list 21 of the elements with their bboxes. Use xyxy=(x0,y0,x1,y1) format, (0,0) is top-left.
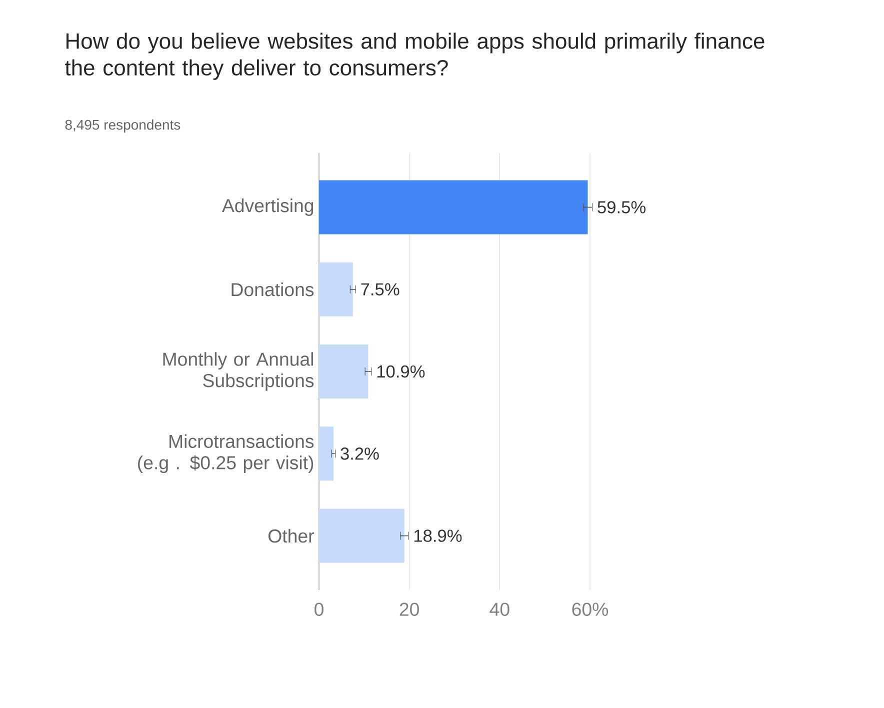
data-label: 7.5% xyxy=(361,283,400,296)
bar xyxy=(319,426,334,481)
data-label: 59.5% xyxy=(598,201,646,214)
y-tick-label: Monthly or Annual Subscriptions xyxy=(163,352,314,391)
data-label: 3.2% xyxy=(340,448,379,460)
y-tick-label: Donations xyxy=(232,282,314,296)
x-tick-label: 40 xyxy=(490,602,510,616)
x-tick-label: 20 xyxy=(400,602,419,616)
bar xyxy=(319,508,404,563)
x-tick-label: 0 xyxy=(314,602,324,616)
y-tick-label: Advertising xyxy=(222,198,314,216)
data-label: 10.9% xyxy=(377,365,425,378)
text: 8,495 respondents xyxy=(65,119,180,133)
bar xyxy=(319,344,368,399)
bar xyxy=(319,262,353,316)
y-tick-label: Microtransactions (e.g . $0.25 per visit) xyxy=(138,434,314,474)
x-tick-label: 60% xyxy=(572,602,608,616)
bar xyxy=(319,180,588,234)
data-label: 18.9% xyxy=(414,530,462,542)
chart-title: How do you believe websites and mobile apps should primarily finance the content they deliver to consumers? xyxy=(65,32,764,80)
y-tick-label: Other xyxy=(268,528,314,543)
